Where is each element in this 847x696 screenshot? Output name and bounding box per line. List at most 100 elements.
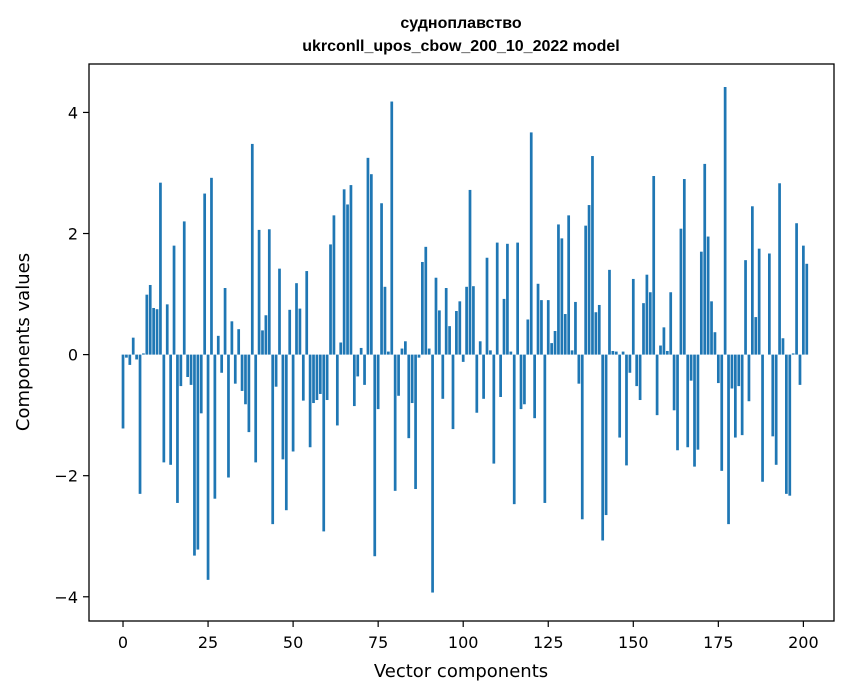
- bar: [669, 292, 673, 355]
- bar: [250, 143, 254, 355]
- bar: [791, 353, 795, 355]
- bar: [179, 354, 183, 387]
- bar: [257, 229, 261, 355]
- bar: [506, 243, 509, 355]
- bar: [475, 354, 479, 413]
- bar: [165, 304, 169, 355]
- bar: [563, 314, 567, 355]
- bar: [533, 354, 536, 419]
- bar: [312, 354, 315, 404]
- bar: [730, 354, 734, 389]
- bar: [795, 223, 798, 355]
- bar: [519, 354, 523, 410]
- bar: [679, 228, 683, 355]
- bar: [703, 163, 707, 355]
- bar: [451, 354, 455, 430]
- bar: [155, 309, 159, 355]
- bar: [495, 242, 499, 355]
- bar: [349, 185, 353, 355]
- bar: [699, 251, 703, 355]
- bar: [523, 354, 526, 405]
- bar: [485, 257, 489, 355]
- bar: [438, 310, 441, 355]
- x-tick-label: 150: [618, 633, 649, 652]
- y-tick-label: 0: [68, 346, 78, 365]
- bar: [339, 342, 343, 355]
- bar: [264, 315, 268, 355]
- bar: [631, 278, 635, 355]
- chart-title-line1: судноплавство: [400, 15, 522, 32]
- bar: [329, 244, 332, 355]
- bar: [441, 354, 445, 399]
- bar: [648, 292, 652, 355]
- bar: [182, 221, 186, 355]
- x-tick-label: 125: [533, 633, 564, 652]
- x-axis-ticks: 0 25 50 75 100 125 150 175 200: [118, 621, 819, 652]
- bar: [203, 193, 207, 355]
- bar: [686, 354, 690, 448]
- bar: [407, 354, 411, 439]
- y-tick-label: 2: [68, 225, 78, 244]
- bar: [230, 321, 234, 355]
- bar: [335, 354, 339, 426]
- bar: [570, 350, 574, 355]
- bar: [261, 330, 264, 355]
- bar: [288, 309, 292, 355]
- bar: [281, 354, 285, 460]
- y-axis-ticks: −4 −2 0 2 4: [54, 103, 89, 607]
- bar: [172, 245, 176, 355]
- bar: [390, 101, 394, 355]
- y-tick-label: −2: [54, 467, 78, 486]
- bar: [706, 236, 710, 355]
- bar: [254, 354, 258, 463]
- bar: [468, 189, 472, 355]
- bar: [162, 354, 166, 463]
- bar: [363, 354, 366, 385]
- bar: [444, 288, 448, 355]
- bar: [152, 307, 155, 355]
- bar: [404, 341, 407, 355]
- bar: [247, 354, 251, 433]
- bar: [145, 294, 149, 355]
- bar: [618, 354, 622, 438]
- bar: [516, 242, 519, 355]
- bar: [128, 354, 132, 365]
- bar: [189, 354, 193, 385]
- bar: [744, 260, 747, 355]
- bar: [318, 354, 322, 394]
- bar: [135, 354, 138, 360]
- bar: [628, 354, 632, 373]
- bar: [584, 225, 588, 355]
- bar: [672, 354, 676, 411]
- bar: [802, 245, 805, 355]
- bar: [213, 354, 217, 499]
- bar: [611, 350, 615, 355]
- x-tick-label: 200: [788, 633, 819, 652]
- x-tick-label: 175: [703, 633, 734, 652]
- bar: [176, 354, 179, 503]
- bar: [747, 354, 751, 402]
- x-tick-label: 50: [283, 633, 303, 652]
- bar: [298, 308, 302, 355]
- bar: [716, 354, 720, 384]
- bar: [244, 354, 247, 405]
- bar: [642, 303, 645, 355]
- bar: [740, 354, 744, 436]
- bar: [591, 156, 594, 355]
- bar: [271, 354, 275, 525]
- bar: [325, 354, 329, 401]
- chart-title-line2: ukrconll_upos_cbow_200_10_2022 model: [302, 38, 619, 55]
- bar: [788, 354, 792, 496]
- bar: [284, 354, 288, 511]
- bar: [509, 351, 513, 355]
- bar: [216, 335, 220, 355]
- bar: [499, 354, 502, 397]
- x-axis-label: Vector components: [374, 661, 548, 682]
- bar: [560, 238, 564, 355]
- bar: [652, 176, 656, 355]
- bar: [295, 283, 298, 355]
- bar: [142, 353, 145, 355]
- bar: [410, 354, 414, 404]
- bar: [662, 327, 666, 355]
